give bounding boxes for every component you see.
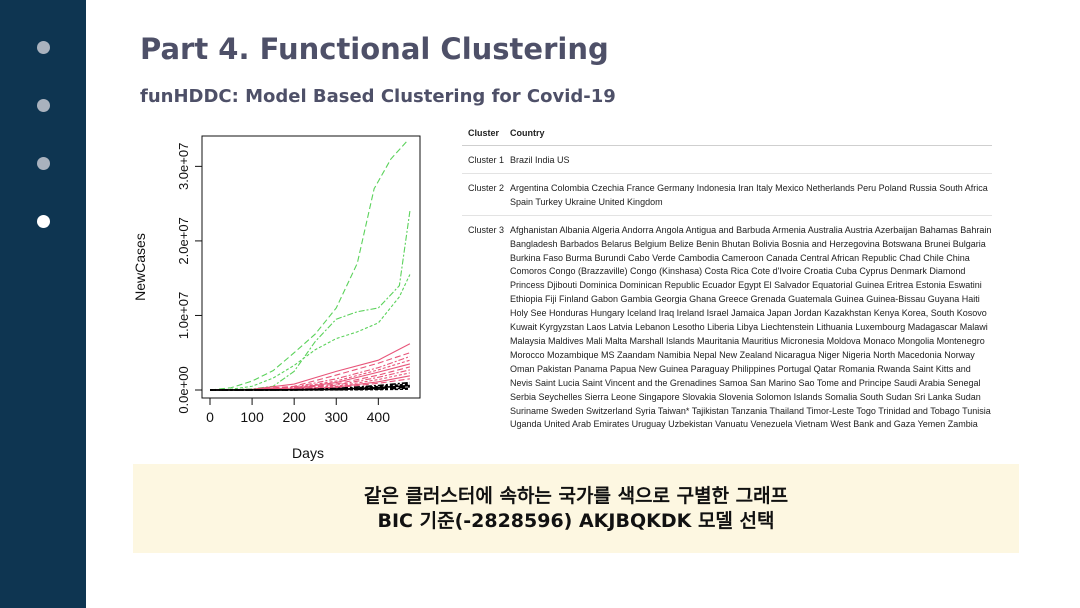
header-country: Country: [510, 127, 545, 138]
country-list: Argentina Colombia Czechia France German…: [510, 182, 988, 207]
newcases-chart: 0 100 200 300 400 0.0e+00 1.0e+07 2.0e+07 3.0e+0…: [132, 135, 421, 461]
series-line-cluster-1: [209, 211, 411, 391]
table-row: Cluster 3 Afghanistan Albania Algeria An…: [462, 216, 992, 438]
nav-dot-3[interactable]: [37, 157, 50, 170]
caption-line-1: 같은 클러스터에 속하는 국가를 색으로 구별한 그래프: [363, 485, 789, 507]
series-line-cluster-2: [209, 369, 411, 391]
x-tick-label: 200: [282, 409, 306, 425]
series-line-cluster-2: [209, 355, 411, 391]
y-tick-label: 3.0e+07: [176, 143, 191, 190]
x-axis-label: Days: [292, 445, 324, 461]
y-axis-label: NewCases: [132, 233, 148, 301]
series-line-cluster-2: [209, 378, 410, 391]
nav-dot-4-active[interactable]: [37, 215, 50, 228]
table-row: Cluster 2 Argentina Colombia Czechia Fra…: [462, 174, 992, 216]
x-tick-label: 300: [325, 409, 349, 425]
y-tick-label: 2.0e+07: [176, 217, 191, 264]
caption-box: 같은 클러스터에 속하는 국가를 색으로 구별한 그래프 BIC 기준(-282…: [133, 464, 1019, 553]
x-tick-label: 400: [367, 409, 391, 425]
caption-line-2: BIC 기준(-2828596) AKJBQKDK 모델 선택: [377, 510, 775, 532]
y-tick-label: 0.0e+00: [176, 366, 191, 413]
series-line-cluster-1: [209, 139, 409, 391]
sidebar: [0, 0, 86, 608]
plot-frame: [201, 135, 421, 399]
y-tick-label: 1.0e+07: [176, 292, 191, 339]
nav-dot-2[interactable]: [37, 99, 50, 112]
series-line-cluster-3: [209, 388, 410, 391]
table-header: Cluster Country: [462, 122, 992, 146]
x-tick-label: 100: [240, 409, 264, 425]
series-line-cluster-2: [209, 366, 411, 391]
table-row: Cluster 1 Brazil India US: [462, 146, 992, 174]
cluster-table: Cluster Country Cluster 1 Brazil India U…: [462, 122, 992, 437]
page-subtitle: funHDDC: Model Based Clustering for Covi…: [140, 86, 616, 107]
cluster-label: Cluster 2: [468, 182, 505, 193]
nav-dot-1[interactable]: [37, 41, 50, 54]
x-tick-label: 0: [206, 409, 214, 425]
country-list: Afghanistan Albania Algeria Andorra Ango…: [510, 224, 992, 430]
series-line-cluster-1: [209, 274, 411, 391]
country-list: Brazil India US: [510, 155, 570, 165]
page-title: Part 4. Functional Clustering: [140, 32, 609, 66]
header-cluster: Cluster: [468, 127, 500, 138]
cluster-label: Cluster 3: [468, 224, 505, 235]
cluster-label: Cluster 1: [468, 155, 505, 165]
chart-series-group: [209, 139, 411, 391]
chart-axes-group: 0 100 200 300 400 0.0e+00 1.0e+07 2.0e+07 3.0e+0…: [176, 143, 390, 425]
